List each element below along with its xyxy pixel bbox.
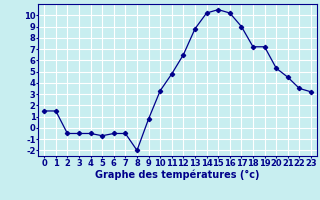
X-axis label: Graphe des températures (°c): Graphe des températures (°c)	[95, 169, 260, 180]
